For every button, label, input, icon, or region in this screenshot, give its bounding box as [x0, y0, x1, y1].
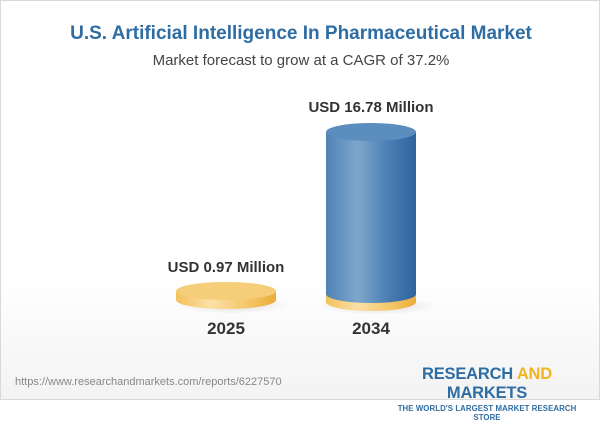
chart-plot [175, 123, 439, 315]
chart-title: U.S. Artificial Intelligence In Pharmace… [70, 23, 532, 44]
value-label-2034: USD 16.78 Million [308, 99, 434, 116]
source-url: https://www.researchandmarkets.com/repor… [15, 376, 282, 388]
year-label-2025: 2025 [207, 319, 245, 338]
year-label-2034: 2034 [352, 319, 390, 338]
value-label-2025: USD 0.97 Million [167, 259, 285, 276]
logo-wordmark: RESEARCH AND MARKETS [422, 365, 552, 402]
brand-logo: RESEARCH AND MARKETS THE WORLD'S LARGEST… [385, 365, 589, 422]
logo-tagline: THE WORLD'S LARGEST MARKET RESEARCH STOR… [397, 404, 577, 422]
bar-2025 [175, 282, 291, 314]
bar-2034 [319, 123, 439, 315]
chart-subtitle: Market forecast to grow at a CAGR of 37.… [152, 52, 450, 69]
